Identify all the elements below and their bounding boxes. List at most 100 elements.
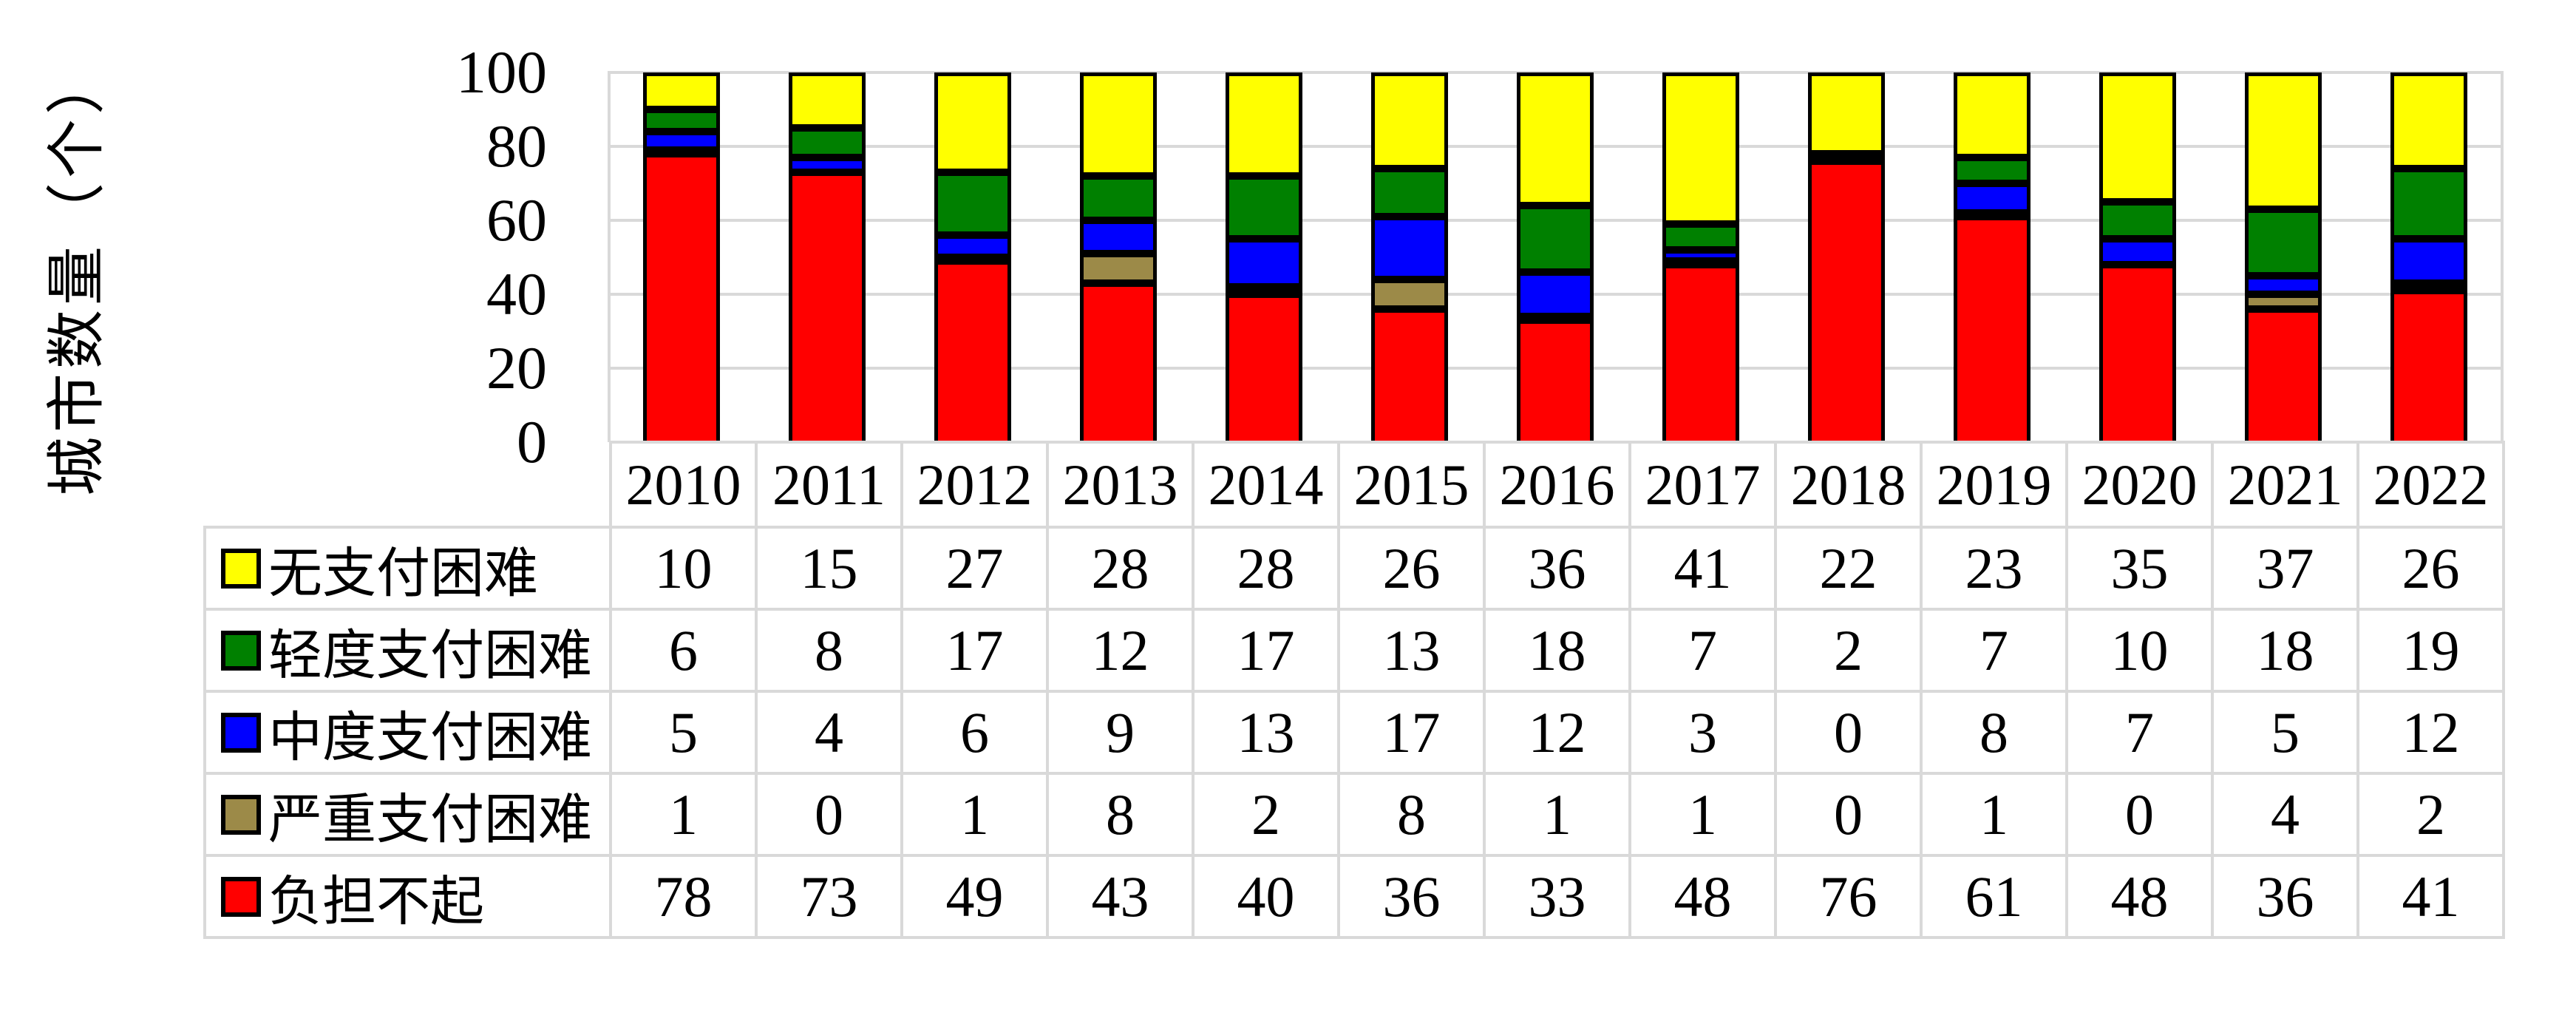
- value-cell: 6: [609, 608, 758, 693]
- legend-entry: 轻度支付困难: [206, 611, 609, 690]
- bar-segment-series-2: [1954, 183, 2030, 213]
- value-cell: 27: [900, 526, 1049, 611]
- value-cell: 12: [1046, 608, 1194, 693]
- legend-label: 中度支付困难: [268, 707, 592, 767]
- legend-label: 无支付困难: [268, 543, 538, 603]
- value-cell: 19: [2356, 608, 2505, 693]
- bar-segment-series-0: [1808, 72, 1885, 154]
- plot-border: [2501, 71, 2504, 445]
- bar-2021: [2245, 72, 2322, 442]
- value-cell: 37: [2211, 526, 2359, 611]
- bar-segment-series-0: [1662, 72, 1739, 224]
- bar-2017: [1662, 72, 1739, 442]
- y-tick-label: 60: [486, 186, 547, 254]
- legend-swatch-icon: [221, 548, 261, 589]
- bar-segment-series-2: [1371, 217, 1448, 279]
- year-cell: 2013: [1046, 441, 1194, 529]
- bar-segment-series-0: [1517, 72, 1594, 206]
- value-cell: 13: [1337, 608, 1486, 693]
- bar-segment-series-3: [934, 257, 1011, 261]
- bar-segment-series-3: [2390, 283, 2467, 291]
- bar-2020: [2099, 72, 2176, 442]
- y-tick-label: 100: [456, 38, 547, 106]
- bar-segment-series-4: [643, 154, 720, 442]
- value-cell: 4: [2211, 772, 2359, 857]
- value-cell: 48: [2065, 854, 2214, 939]
- year-cell: 2022: [2356, 441, 2505, 529]
- bar-2015: [1371, 72, 1448, 442]
- bar-segment-series-3: [1080, 254, 1157, 283]
- table-corner-blank: [205, 442, 612, 529]
- value-cell: 35: [2065, 526, 2214, 611]
- bar-segment-series-1: [2390, 169, 2467, 239]
- value-cell: 0: [755, 772, 903, 857]
- bar-segment-series-1: [2245, 209, 2322, 276]
- value-cell: 17: [1337, 690, 1486, 775]
- year-cell: 2012: [900, 441, 1049, 529]
- value-cell: 7: [1628, 608, 1777, 693]
- series-row: 无支付困难 10 15 27 28 28 26 36 41 22 23 35 37 26: [203, 526, 2505, 611]
- bar-segment-series-2: [2390, 239, 2467, 283]
- year-cell: 2021: [2211, 441, 2359, 529]
- bar-segment-series-4: [2390, 291, 2467, 442]
- legend-entry: 无支付困难: [206, 529, 609, 608]
- y-tick-label: 0: [517, 408, 547, 475]
- y-axis-title: 城市数量（个）: [45, 51, 110, 496]
- value-cell: 26: [1337, 526, 1486, 611]
- value-cell: 7: [2065, 690, 2214, 775]
- value-cell: 5: [609, 690, 758, 775]
- value-cell: 18: [2211, 608, 2359, 693]
- value-cell: 41: [2356, 854, 2505, 939]
- legend-label: 严重支付困难: [268, 789, 592, 850]
- bar-segment-series-4: [2099, 265, 2176, 442]
- value-cell: 12: [2356, 690, 2505, 775]
- legend-label: 负担不起: [268, 871, 484, 932]
- value-cell: 4: [755, 690, 903, 775]
- value-cell: 8: [1337, 772, 1486, 857]
- year-cell: 2015: [1337, 441, 1486, 529]
- bar-segment-series-0: [643, 72, 720, 109]
- bar-segment-series-4: [789, 172, 866, 442]
- value-cell: 1: [900, 772, 1049, 857]
- value-cell: 28: [1046, 526, 1194, 611]
- bar-segment-series-1: [643, 109, 720, 132]
- value-cell: 13: [1192, 690, 1340, 775]
- bar-segment-series-4: [1954, 217, 2030, 442]
- value-cell: 76: [1774, 854, 1923, 939]
- value-cell: 36: [1483, 526, 1631, 611]
- year-cell: 2019: [1920, 441, 2068, 529]
- bar-segment-series-0: [789, 72, 866, 128]
- bar-segment-series-1: [1080, 176, 1157, 220]
- year-row: 2010 2011 2012 2013 2014 2015 2016 2017 2018 2019…: [205, 441, 2505, 529]
- value-cell: 5: [2211, 690, 2359, 775]
- series-row: 轻度支付困难 6 8 17 12 17 13 18 7 2 7 10 18 19: [203, 608, 2505, 693]
- bar-segment-series-2: [1517, 272, 1594, 316]
- value-cell: 17: [1192, 608, 1340, 693]
- bar-segment-series-2: [2099, 239, 2176, 265]
- legend-cell: 轻度支付困难: [203, 608, 612, 693]
- bar-segment-series-0: [1226, 72, 1302, 176]
- series-row: 负担不起 78 73 49 43 40 36 33 48 76 61 48 36 41: [203, 854, 2505, 939]
- value-cell: 1: [1483, 772, 1631, 857]
- legend-swatch-icon: [221, 794, 261, 835]
- bar-2014: [1226, 72, 1302, 442]
- value-cell: 9: [1046, 690, 1194, 775]
- bar-2016: [1517, 72, 1594, 442]
- bar-2018: [1808, 72, 1885, 442]
- plot-area: [608, 71, 2504, 445]
- y-tick-label: 80: [486, 112, 547, 180]
- bar-segment-series-4: [1371, 309, 1448, 442]
- value-cell: 17: [900, 608, 1049, 693]
- value-cell: 41: [1628, 526, 1777, 611]
- value-cell: 2: [2356, 772, 2505, 857]
- year-cell: 2010: [609, 441, 758, 529]
- bar-segment-series-2: [643, 132, 720, 150]
- value-cell: 6: [900, 690, 1049, 775]
- value-cell: 10: [2065, 608, 2214, 693]
- bar-segment-series-3: [1226, 287, 1302, 294]
- bar-segment-series-3: [2245, 294, 2322, 309]
- bar-segment-series-2: [789, 157, 866, 172]
- value-cell: 49: [900, 854, 1049, 939]
- legend-swatch-icon: [221, 630, 261, 671]
- bar-segment-series-2: [1662, 250, 1739, 261]
